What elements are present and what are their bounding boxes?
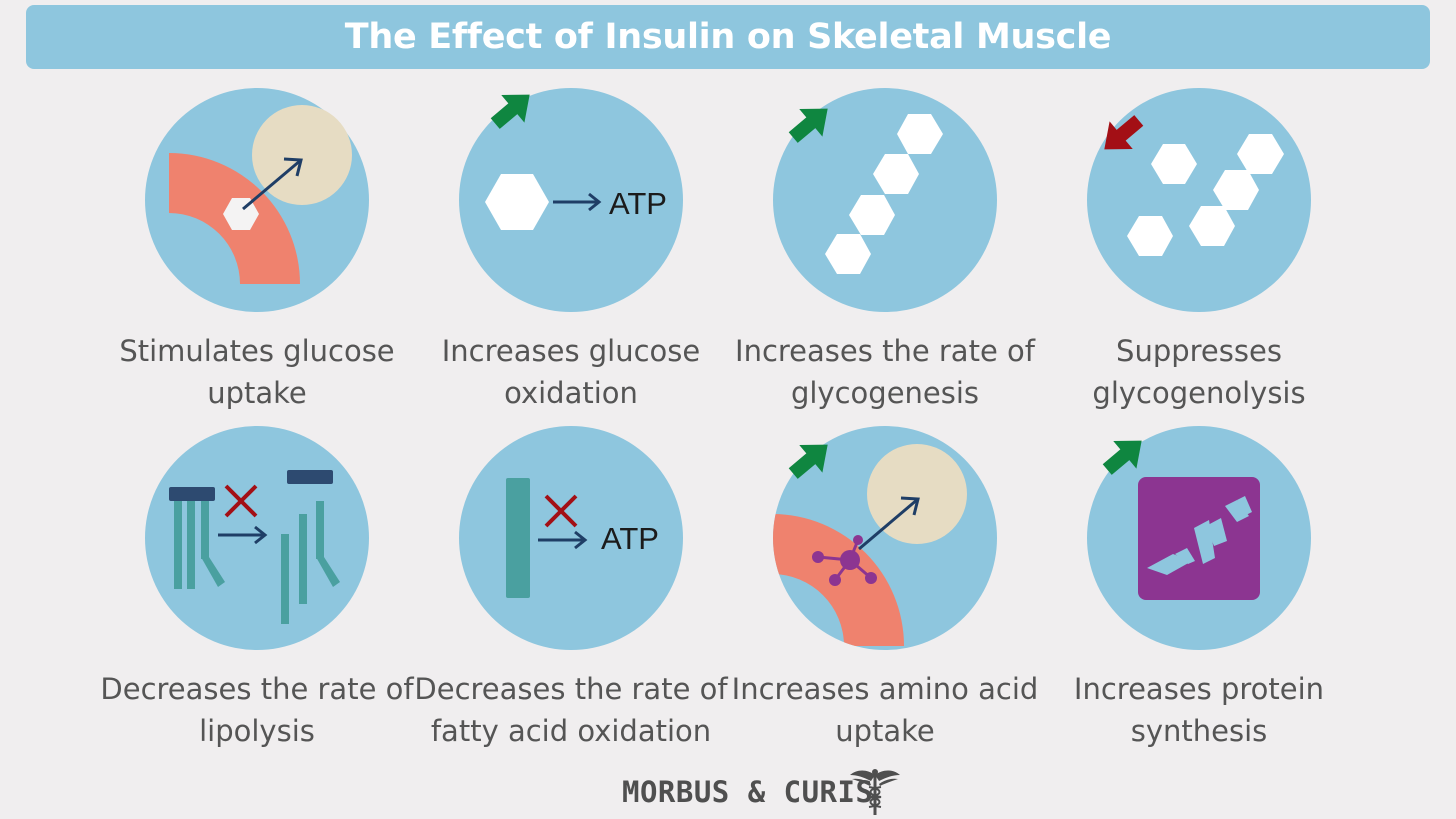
- caption-line: Suppresses: [1116, 334, 1282, 368]
- caption-line: Decreases the rate of: [414, 672, 728, 706]
- blocked-x-icon: [544, 494, 578, 528]
- glycogen-chain: [825, 114, 943, 274]
- caption-line: Stimulates glucose: [119, 334, 395, 368]
- brand-name: MORBUS & CURIS: [622, 775, 874, 809]
- glucose-uptake-icon: [145, 88, 369, 312]
- panel-glycogenolysis: Suppresses glycogenolysis: [1039, 80, 1359, 410]
- footer: MORBUS & CURIS: [0, 765, 1456, 819]
- blocked-x-icon: [224, 484, 258, 518]
- fatty-acid-chain: [506, 478, 530, 598]
- caption-line: Increases amino acid: [731, 672, 1039, 706]
- lipolysis-icon: [145, 426, 369, 650]
- increase-arrow-icon: [490, 94, 530, 129]
- caption-line: glycogenesis: [790, 376, 980, 410]
- caption-line: oxidation: [504, 376, 638, 410]
- caption: Stimulates glucose uptake: [97, 330, 417, 414]
- amino-acid-uptake-icon: [773, 426, 997, 650]
- caption-line: uptake: [835, 714, 935, 748]
- caption-line: Decreases the rate of: [100, 672, 414, 706]
- increase-arrow-icon: [1102, 440, 1142, 475]
- glucose-hexagon: [223, 198, 259, 230]
- caption-line: Increases the rate of: [735, 334, 1035, 368]
- caption-line: uptake: [207, 376, 307, 410]
- caption: Suppresses glycogenolysis: [1039, 330, 1359, 414]
- protein-synthesis-icon: [1087, 426, 1311, 650]
- caduceus-icon: [850, 769, 900, 815]
- glucose-hexagon: [485, 174, 549, 230]
- increase-arrow-icon: [788, 444, 828, 479]
- caption-line: Increases glucose: [441, 334, 701, 368]
- caption-line: lipolysis: [199, 714, 315, 748]
- free-fatty-acids: [281, 470, 340, 624]
- caption: Decreases the rate of fatty acid oxidati…: [411, 668, 731, 752]
- increase-arrow-icon: [788, 108, 828, 143]
- muscle-cell: [867, 444, 967, 544]
- page-title: The Effect of Insulin on Skeletal Muscle: [344, 17, 1112, 57]
- title-banner: The Effect of Insulin on Skeletal Muscle: [26, 5, 1430, 69]
- glucose-oxidation-icon: ATP: [459, 88, 683, 312]
- caption: Decreases the rate of lipolysis: [97, 668, 417, 752]
- caption-line: synthesis: [1130, 714, 1268, 748]
- caption-line: fatty acid oxidation: [430, 714, 712, 748]
- caption-line: glycogenolysis: [1092, 376, 1306, 410]
- panel-fatty-acid-oxidation: ATP Decreases the rate of fatty acid oxi…: [411, 418, 731, 748]
- panel-glycogenesis: Increases the rate of glycogenesis: [725, 80, 1045, 410]
- caption: Increases glucose oxidation: [411, 330, 731, 414]
- glycogen-fragments: [1127, 134, 1284, 256]
- glycogenesis-icon: [773, 88, 997, 312]
- caption-line: Increases protein: [1073, 672, 1325, 706]
- panel-glucose-uptake: Stimulates glucose uptake: [97, 80, 417, 410]
- panel-protein-synthesis: Increases protein synthesis: [1039, 418, 1359, 748]
- atp-label: ATP: [601, 521, 659, 556]
- decrease-arrow-icon: [1104, 115, 1144, 150]
- caption: Increases amino acid uptake: [725, 668, 1045, 752]
- atp-label: ATP: [609, 186, 667, 221]
- fatty-acid-oxidation-icon: ATP: [459, 426, 683, 650]
- glycogenolysis-icon: [1087, 88, 1311, 312]
- caption: Increases protein synthesis: [1039, 668, 1359, 752]
- caption: Increases the rate of glycogenesis: [725, 330, 1045, 414]
- panel-lipolysis: Decreases the rate of lipolysis: [97, 418, 417, 748]
- protein-helix: [1147, 496, 1252, 575]
- triglyceride: [169, 487, 225, 589]
- panel-glucose-oxidation: ATP Increases glucose oxidation: [411, 80, 731, 410]
- panel-amino-acid-uptake: Increases amino acid uptake: [725, 418, 1045, 748]
